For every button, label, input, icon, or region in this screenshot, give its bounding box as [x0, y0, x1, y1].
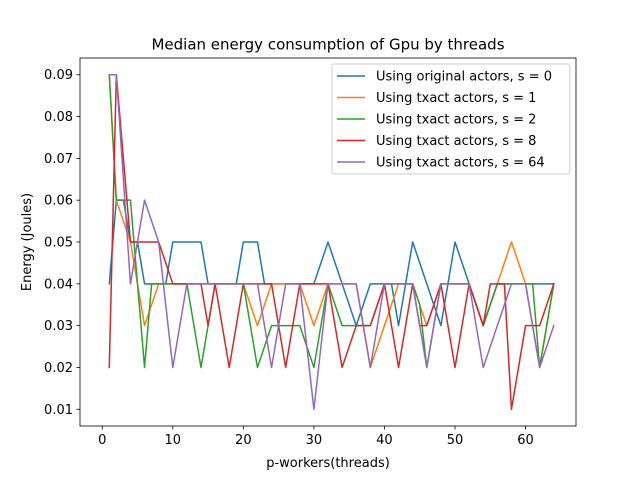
legend: Using original actors, s = 0 Using txact … [331, 63, 571, 175]
series-line-4 [108, 73, 555, 411]
x-tick-label: 40 [376, 433, 393, 448]
legend-label-0: Using original actors, s = 0 [376, 70, 552, 85]
plot-area: 0 10 20 30 40 50 60 0.01 0.02 0.03 0.04 0.05 0.06 0.0… [44, 57, 577, 448]
x-tick-label: 60 [517, 433, 534, 448]
y-axis-label: Energy (Joules) [20, 193, 35, 291]
legend-label-3: Using txact actors, s = 8 [376, 134, 536, 149]
x-tick-label: 30 [306, 433, 323, 448]
y-tick-label: 0.06 [44, 194, 73, 209]
x-tick-label: 0 [98, 433, 106, 448]
x-tick-label: 20 [235, 433, 252, 448]
x-axis-label: p-workers(threads) [266, 456, 390, 471]
legend-label-4: Using txact actors, s = 64 [376, 156, 545, 171]
y-tick-label: 0.01 [44, 403, 73, 418]
x-tick-label: 50 [447, 433, 464, 448]
series-line-3 [108, 73, 555, 411]
legend-label-2: Using txact actors, s = 2 [376, 113, 536, 128]
y-tick-label: 0.04 [44, 277, 73, 292]
y-tick-label: 0.02 [44, 361, 73, 376]
y-tick-label: 0.07 [44, 152, 73, 167]
legend-label-1: Using txact actors, s = 1 [376, 91, 536, 106]
y-tick-label: 0.05 [44, 236, 73, 251]
y-tick-label: 0.08 [44, 110, 73, 125]
chart-title: Median energy consumption of Gpu by thre… [151, 36, 504, 54]
y-tick-label: 0.03 [44, 319, 73, 334]
x-tick-label: 10 [165, 433, 182, 448]
y-tick-label: 0.09 [44, 68, 73, 83]
legend-box [331, 63, 571, 175]
